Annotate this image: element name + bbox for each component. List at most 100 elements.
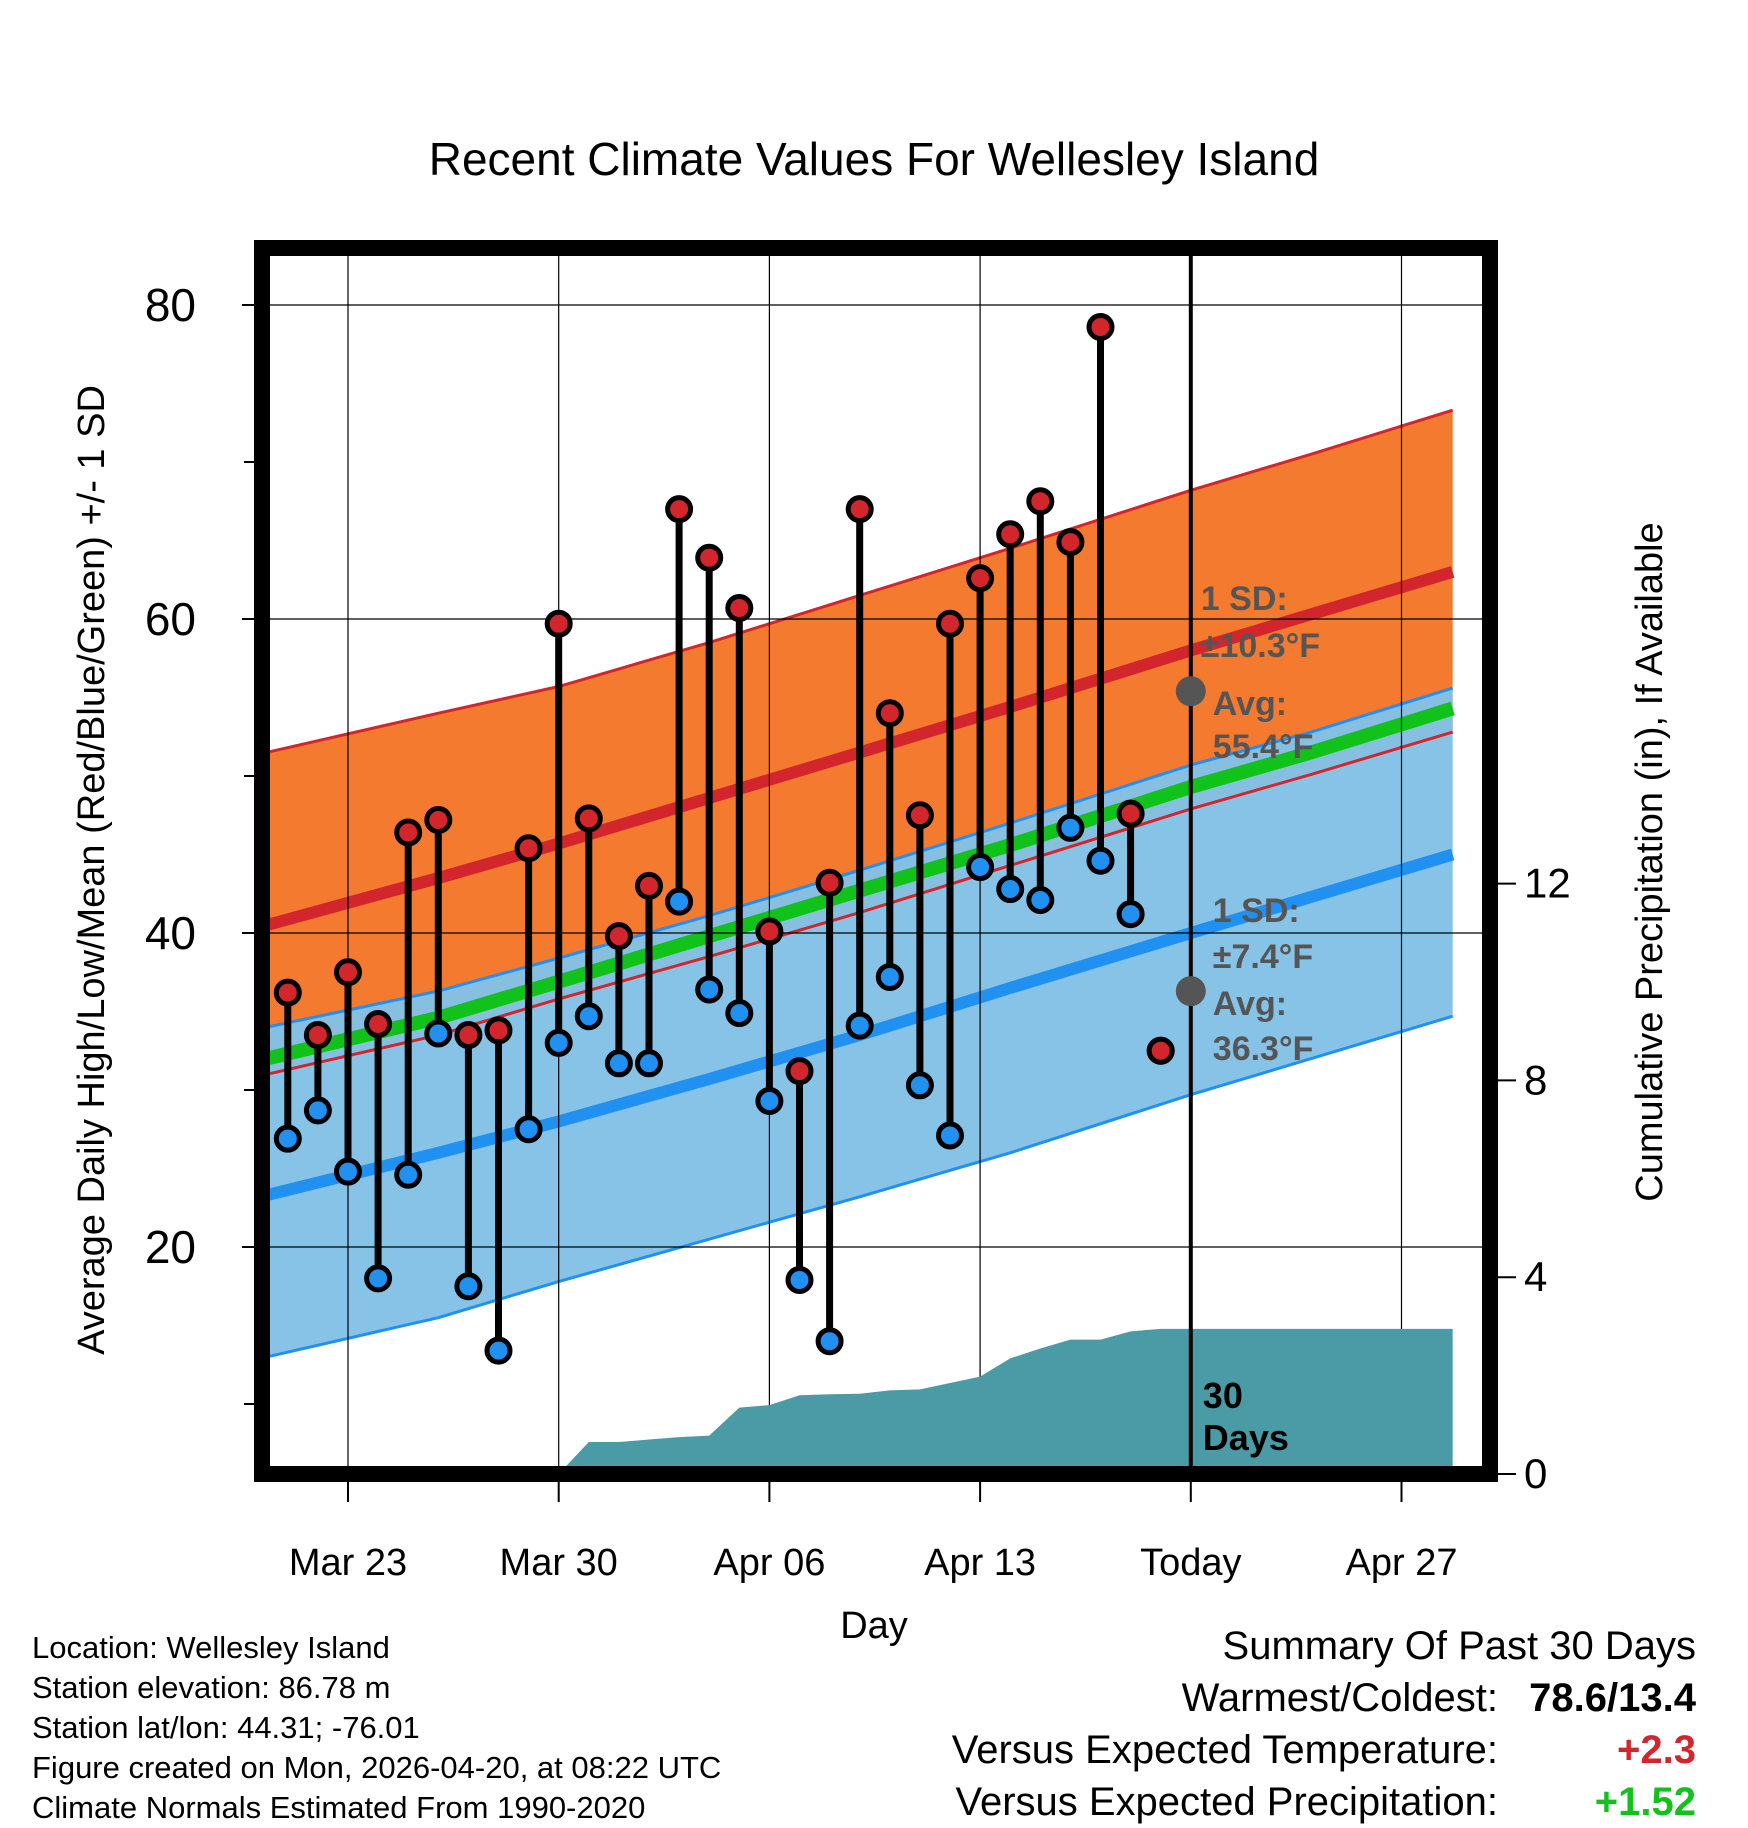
low-avg-value: 36.3°F (1213, 1030, 1314, 1068)
daily-low-point (273, 1124, 302, 1153)
daily-high-point (815, 868, 844, 897)
daily-low-point (996, 875, 1025, 904)
daily-high-point (514, 834, 543, 863)
low-sd-value: ±7.4°F (1213, 938, 1313, 976)
daily-low-point (1086, 846, 1115, 875)
x-tick-label: Apr 06 (713, 1542, 825, 1584)
chart-title: Recent Climate Values For Wellesley Isla… (429, 133, 1320, 185)
y2-tick-label: 12 (1524, 860, 1571, 907)
daily-high-point (665, 495, 694, 524)
daily-low-point (936, 1121, 964, 1150)
y-axis-label: Average Daily High/Low/Mean (Red/Blue/Gr… (71, 385, 113, 1355)
daily-low-point (394, 1160, 423, 1189)
daily-high-point (273, 978, 302, 1007)
normal-high-today-marker (1175, 676, 1206, 707)
high-avg-value: 55.4°F (1213, 728, 1314, 766)
precipitation-area (558, 1328, 1453, 1474)
daily-low-point (544, 1028, 573, 1057)
daily-low-point (574, 1002, 603, 1031)
y-tick-label: 20 (145, 1221, 196, 1273)
axes: Mar 23 Mar 30 Apr 06 Apr 13 Today Apr 27 Day 20… (71, 279, 1671, 1647)
summary-warm-cold: Warmest/Coldest: 78.6/13.4 (796, 1672, 1696, 1724)
daily-high-point (574, 804, 603, 833)
summary-panel: Summary Of Past 30 Days Warmest/Coldest:… (796, 1620, 1696, 1828)
daily-high-point (1026, 487, 1055, 516)
daily-high-point (755, 917, 784, 946)
daily-high-point (1056, 528, 1085, 557)
y-tick-label: 80 (145, 279, 196, 331)
warm-cold-label: Warmest/Coldest: (1181, 1676, 1498, 1720)
daily-low-point (875, 962, 904, 991)
daily-high-point (544, 609, 573, 638)
daily-high-point (1086, 312, 1115, 341)
summary-title: Summary Of Past 30 Days (1222, 1624, 1696, 1668)
temp-anomaly-label: Versus Expected Temperature: (951, 1728, 1498, 1772)
daily-low-point (725, 999, 754, 1028)
plot-frame (254, 240, 1498, 1482)
daily-high-point (966, 564, 995, 593)
daily-high-point (303, 1021, 332, 1050)
daily-high-point (635, 871, 663, 900)
daily-high-point (454, 1021, 483, 1050)
daily-low-point (604, 1049, 633, 1078)
high-avg-label: Avg: (1213, 685, 1287, 723)
daily-low-point (303, 1096, 332, 1125)
summary-precip-anomaly: Versus Expected Precipitation: +1.52 (796, 1776, 1696, 1828)
daily-high-point (875, 699, 904, 728)
climate-normals-period: Climate Normals Estimated From 1990-2020 (32, 1790, 646, 1825)
daily-low-point (364, 1264, 393, 1293)
daily-high-point (484, 1016, 513, 1045)
daily-high-point (725, 594, 754, 623)
daily-low-point (755, 1086, 784, 1115)
station-location: Location: Wellesley Island (32, 1630, 390, 1665)
daily-high-point (424, 805, 453, 834)
y2-tick-label: 8 (1524, 1056, 1547, 1103)
station-info: Location: Wellesley Island Station eleva… (32, 1628, 852, 1828)
x-tick-label: Mar 30 (500, 1542, 618, 1584)
daily-high-point (1146, 1036, 1175, 1065)
x-tick-label: Today (1140, 1542, 1241, 1584)
y2-axis-label: Cumulative Precipitation (in), If Availa… (1629, 522, 1671, 1201)
y2-tick-label: 0 (1524, 1450, 1547, 1497)
x-tick-label: Apr 13 (924, 1542, 1036, 1584)
station-elevation: Station elevation: 86.78 m (32, 1670, 391, 1705)
x-axis-label: Day (840, 1605, 908, 1647)
normal-low-today-marker (1175, 976, 1206, 1007)
plot-border (254, 240, 1498, 1482)
station-latlon: Station lat/lon: 44.31; -76.01 (32, 1710, 420, 1745)
daily-low-point (815, 1327, 844, 1356)
low-sd-label: 1 SD: (1213, 892, 1300, 930)
daily-low-point (1056, 813, 1085, 842)
daily-high-point (936, 609, 964, 638)
figure-created: Figure created on Mon, 2026-04-20, at 08… (32, 1750, 722, 1785)
daily-high-point (364, 1010, 393, 1039)
daily-high-point (785, 1057, 814, 1086)
x-tick-label: Apr 27 (1346, 1542, 1458, 1584)
daily-low-point (635, 1049, 663, 1078)
daily-low-point (845, 1011, 874, 1040)
low-avg-label: Avg: (1213, 985, 1287, 1023)
daily-low-point (1026, 886, 1055, 915)
daily-high-point (394, 818, 423, 847)
high-sd-label: 1 SD: (1201, 580, 1288, 618)
y-tick-label: 60 (145, 593, 196, 645)
daily-high-point (905, 801, 934, 830)
period-label: 30 Days (1203, 1375, 1289, 1458)
normal-annotations: 1 SD: ±10.3°F Avg: 55.4°F 1 SD: ±7.4°F Avg: 36.… (1201, 580, 1320, 1068)
period-label-line: 30 (1203, 1375, 1243, 1416)
period-label-line: Days (1203, 1417, 1289, 1458)
daily-low-point (424, 1019, 453, 1048)
daily-high-point (996, 520, 1025, 549)
daily-low-point (785, 1265, 814, 1294)
y-tick-label: 40 (145, 907, 196, 959)
low-band-lower-edge (266, 1014, 1454, 1359)
daily-low-point (905, 1071, 934, 1100)
daily-high-point (1116, 799, 1145, 828)
daily-low-point (454, 1272, 483, 1301)
daily-high-point (604, 922, 633, 951)
plot-area: 30 Days (262, 248, 1490, 1474)
daily-low-point (514, 1115, 543, 1144)
y2-tick-label: 4 (1524, 1253, 1547, 1300)
daily-high-point (695, 543, 724, 572)
